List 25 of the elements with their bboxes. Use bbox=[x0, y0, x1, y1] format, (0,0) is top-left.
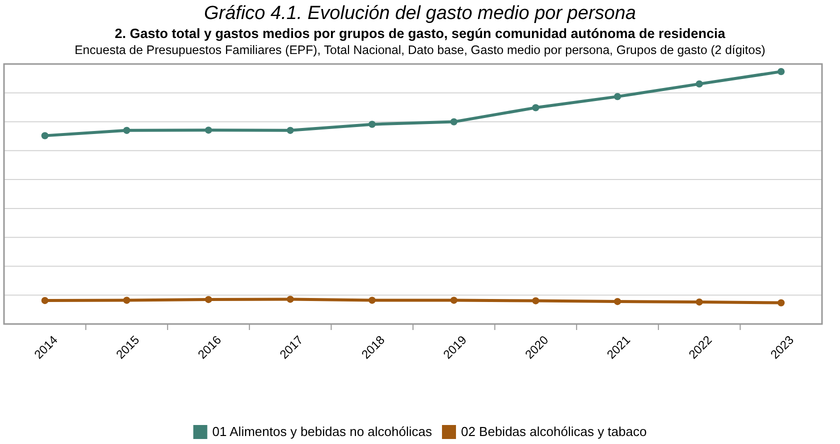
point bbox=[532, 297, 540, 304]
legend-label: 01 Alimentos y bebidas no alcohólicas bbox=[212, 424, 432, 439]
point bbox=[696, 80, 703, 88]
point bbox=[123, 126, 130, 134]
point bbox=[286, 126, 294, 134]
point bbox=[614, 298, 622, 306]
point bbox=[450, 118, 458, 126]
point bbox=[123, 296, 130, 304]
point bbox=[41, 296, 48, 304]
chart-subtitle: 2. Gasto total y gastos medios por grupos de gasto, según comunidad autónoma de residencia bbox=[114, 26, 726, 41]
point bbox=[532, 104, 540, 112]
point bbox=[778, 68, 785, 76]
point bbox=[41, 132, 48, 140]
legend-label: 02 Bebidas alcohólicas y tabaco bbox=[460, 424, 647, 439]
point bbox=[286, 296, 294, 303]
point bbox=[614, 93, 622, 100]
chart-title: Gráfico 4.1. Evolución del gasto medio por persona bbox=[204, 3, 636, 24]
point bbox=[368, 120, 376, 128]
point bbox=[450, 296, 458, 304]
point bbox=[204, 296, 212, 304]
point bbox=[368, 296, 376, 304]
point bbox=[696, 298, 703, 306]
point bbox=[204, 126, 212, 134]
text: Encuesta de Presupuestos Familiares (EPF), Total Nacional, Dato base, Gasto medio por persona, Grupos de gasto (2 dígitos) bbox=[74, 43, 766, 57]
point bbox=[778, 299, 785, 306]
